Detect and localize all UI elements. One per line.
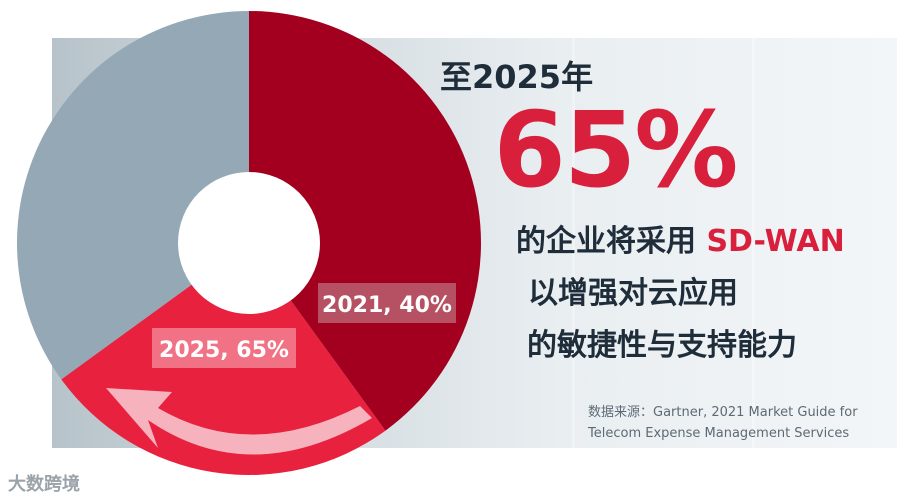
headline-year: 至2025年 [440,58,594,96]
headline-percentage: 65% [493,89,739,211]
headline-line-2: 以增强对云应用 [528,276,738,311]
slice-2021 [249,11,482,431]
slice-label-2025-text: 2025, 65% [159,338,289,363]
headline-line-1: 的企业将采用 SD-WAN [516,216,886,260]
headline-line-3: 的敏捷性与支持能力 [527,328,797,363]
source-line-2: Telecom Expense Management Services [588,426,850,441]
slice-label-2021-text: 2021, 40% [322,293,452,318]
slice-label-2021: 2021, 40% [318,283,456,323]
watermark-logo: 大数跨境 [8,474,80,495]
headline-sdwan: SD-WAN [706,224,845,259]
source-line-1: 数据来源：Gartner, 2021 Market Guide for [588,405,858,420]
slice-other [17,11,250,380]
headline-line-1-text: 的企业将采用 [516,224,707,259]
source-note: 数据来源：Gartner, 2021 Market Guide for Tele… [588,402,893,444]
slice-label-2025: 2025, 65% [152,328,296,368]
donut-hole [178,172,320,314]
growth-arrow [106,388,372,455]
